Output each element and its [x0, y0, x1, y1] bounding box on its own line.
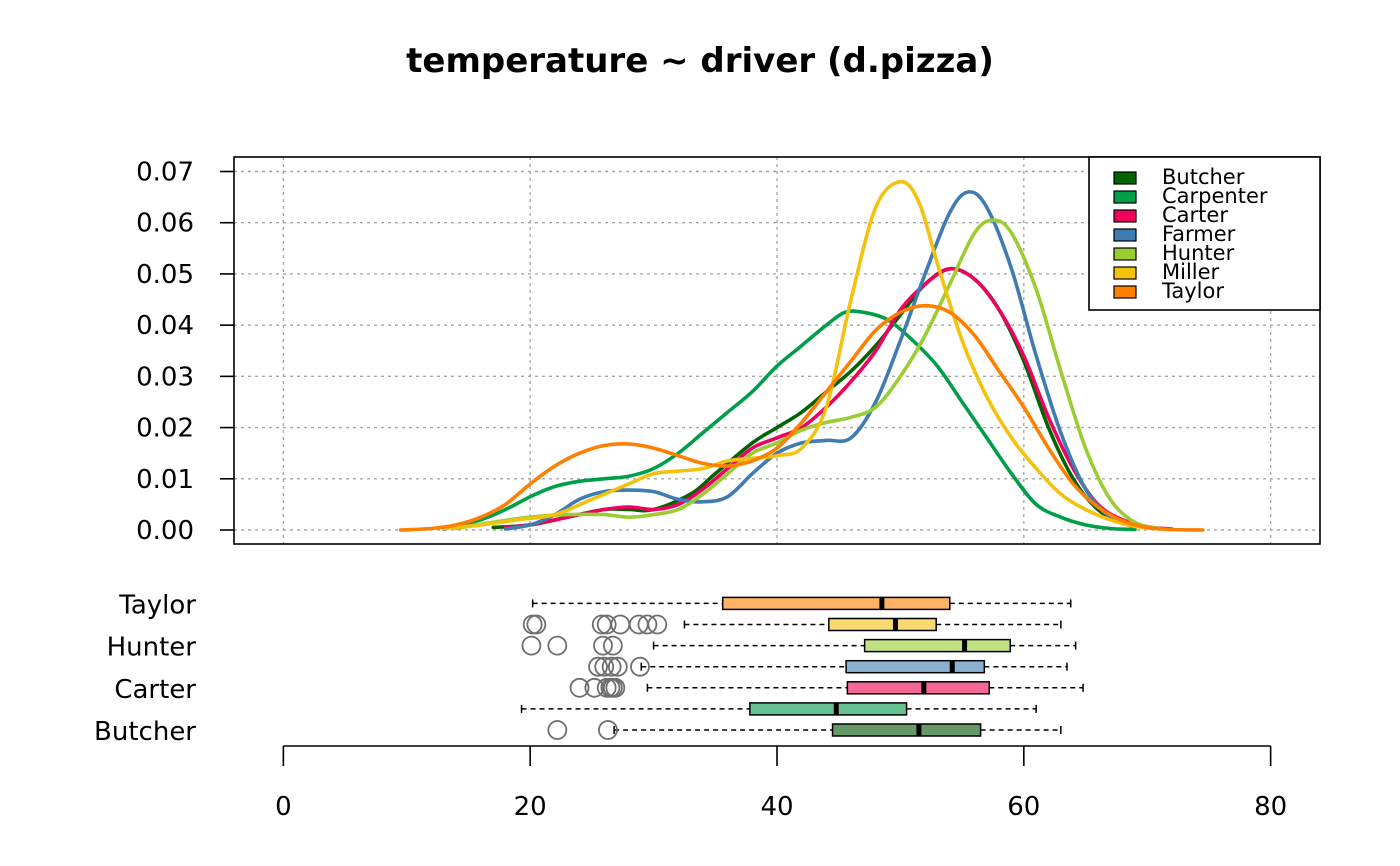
legend-swatch-butcher — [1113, 171, 1137, 185]
iqr-box — [831, 723, 982, 737]
legend-swatch-carter — [1113, 209, 1137, 223]
outlier-point — [591, 614, 612, 635]
x-tick-label: 40 — [760, 792, 793, 822]
outlier-point — [569, 677, 590, 698]
y-tick-label: 0.06 — [136, 209, 194, 239]
outlier-point — [588, 656, 608, 677]
iqr-box — [863, 638, 1011, 653]
category-label-carter: Carter — [114, 675, 196, 705]
y-tick-label: 0.02 — [136, 414, 194, 444]
outlier-point — [598, 720, 618, 740]
outlier-point — [602, 635, 623, 656]
legend-label-taylor: Taylor — [1161, 279, 1224, 303]
density-y-axis: 0.00 0.01 0.02 0.03 0.04 0.05 0.06 0.07 — [136, 158, 234, 546]
box-farmer — [588, 656, 1068, 677]
y-tick-label: 0.05 — [136, 260, 194, 290]
legend-label-farmer: Farmer — [1162, 222, 1236, 246]
legend-swatch-carpenter — [1113, 190, 1137, 204]
series-line-hunter — [454, 218, 1162, 531]
box-taylor — [531, 596, 1072, 611]
density-series-group — [398, 179, 1205, 532]
chart-title: temperature ~ driver (d.pizza) — [406, 41, 994, 81]
x-tick-label: 60 — [1007, 792, 1040, 822]
legend-label-hunter: Hunter — [1162, 241, 1235, 265]
legend-swatch-taylor — [1113, 285, 1137, 299]
legend-label-carter: Carter — [1162, 203, 1228, 227]
outlier-point — [521, 635, 542, 656]
y-tick-label: 0.04 — [136, 311, 194, 341]
legend-label-carpenter: Carpenter — [1162, 184, 1268, 208]
outlier-point — [607, 656, 628, 677]
x-tick-label: 0 — [275, 792, 292, 822]
series-line-butcher — [491, 266, 1174, 532]
box-miller — [522, 614, 1062, 635]
outlier-point — [596, 614, 617, 635]
iqr-box — [721, 596, 951, 611]
legend-label-miller: Miller — [1162, 260, 1220, 284]
outlier-point — [610, 614, 631, 635]
legend-label-butcher: Butcher — [1162, 165, 1245, 189]
box-carter — [569, 677, 1084, 698]
outlier-point — [637, 614, 658, 635]
x-tick-label: 80 — [1254, 792, 1287, 822]
boxplot-x-axis: 0 20 40 60 80 — [275, 745, 1287, 822]
series-line-carter — [503, 266, 1174, 531]
outlier-point — [594, 656, 615, 677]
outlier-point — [647, 614, 668, 635]
category-label-taylor: Taylor — [118, 590, 196, 620]
box-butcher — [547, 720, 1062, 740]
outlier-point — [547, 635, 568, 656]
legend-swatch-miller — [1113, 266, 1137, 280]
legend-swatch-hunter — [1113, 247, 1137, 261]
outlier-point — [605, 677, 626, 698]
series-line-miller — [442, 179, 1162, 531]
outlier-point — [601, 656, 622, 677]
y-tick-label: 0.01 — [136, 465, 194, 495]
outlier-point — [630, 656, 650, 677]
category-label-hunter: Hunter — [107, 633, 197, 663]
series-line-taylor — [398, 303, 1205, 532]
iqr-box — [828, 617, 937, 632]
box-carpenter — [520, 702, 1037, 716]
outlier-point — [522, 614, 543, 635]
legend-swatch-farmer — [1113, 228, 1137, 242]
x-tick-label: 20 — [514, 792, 547, 822]
density-plot-frame — [233, 156, 1321, 545]
boxplot-group: Butcher Carter Hunter Taylor — [94, 590, 1084, 747]
iqr-box — [845, 659, 986, 674]
outlier-point — [593, 635, 613, 656]
box-hunter — [521, 635, 1077, 656]
iqr-box — [846, 681, 991, 695]
iqr-box — [749, 702, 908, 716]
y-tick-label: 0.07 — [136, 158, 194, 188]
outlier-point — [547, 720, 568, 740]
legend: ButcherCarpenterCarterFarmerHunterMiller… — [1088, 156, 1321, 311]
outlier-point — [526, 614, 547, 635]
series-line-carpenter — [442, 309, 1137, 532]
category-label-butcher: Butcher — [94, 717, 196, 747]
y-tick-label: 0.03 — [136, 362, 194, 392]
y-tick-label: 0.00 — [136, 516, 194, 546]
